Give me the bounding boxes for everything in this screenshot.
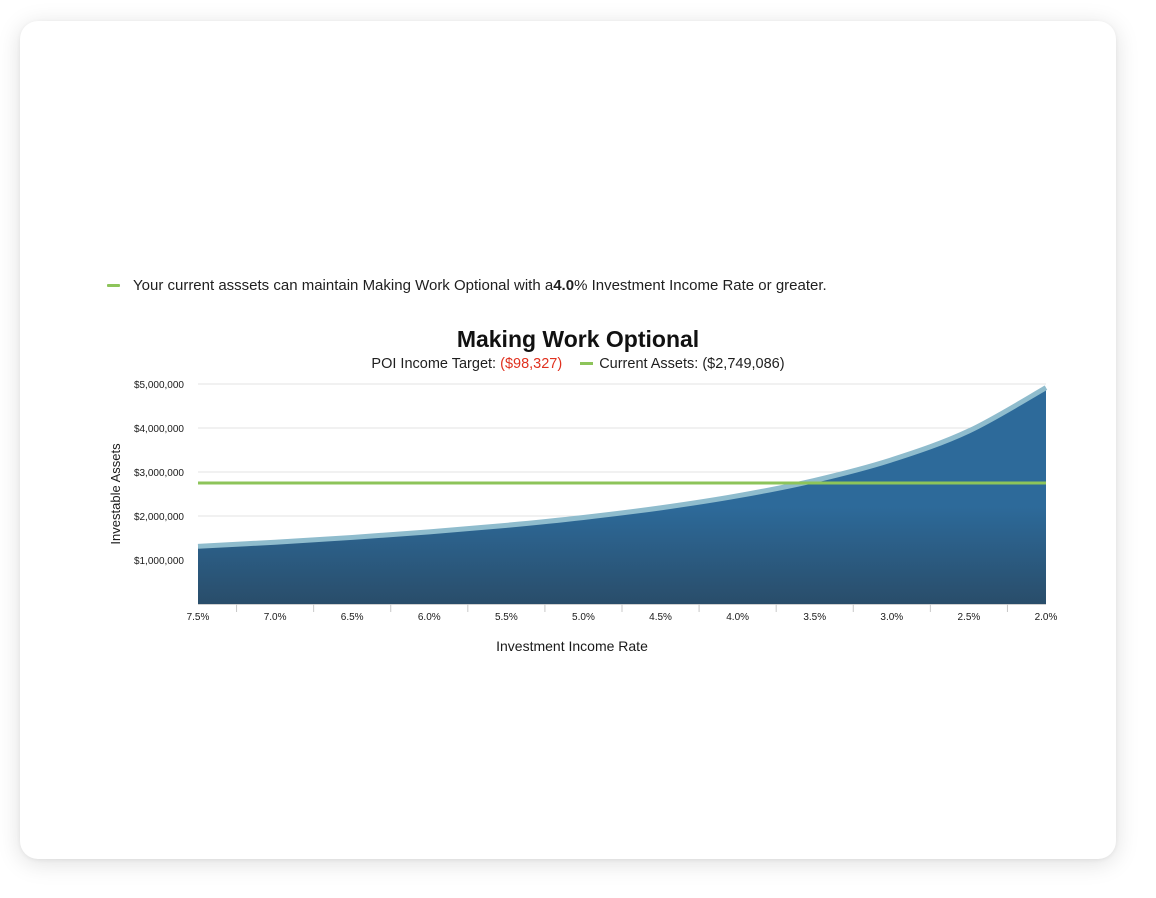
- x-tick-label: 3.0%: [880, 612, 903, 623]
- x-tick-label: 6.5%: [341, 612, 364, 623]
- x-tick-label: 5.5%: [495, 612, 518, 623]
- assets-note: Your current asssets can maintain Making…: [107, 277, 827, 294]
- chart-card: [20, 21, 1116, 859]
- assets-area: [198, 387, 1046, 604]
- x-tick-label: 5.0%: [572, 612, 595, 623]
- x-axis-label: Investment Income Rate: [496, 638, 648, 654]
- x-tick-label: 4.5%: [649, 612, 672, 623]
- y-tick-label: $4,000,000: [134, 424, 184, 435]
- chart-subtitle: POI Income Target: ($98,327) Current Asse…: [0, 356, 1156, 372]
- y-tick-label: $3,000,000: [134, 468, 184, 479]
- current-assets-legend-swatch: [107, 284, 120, 287]
- note-prefix: Your current asssets can maintain Making…: [133, 277, 554, 294]
- assets-area-edge: [197, 385, 1048, 549]
- poi-target-label: POI Income Target:: [371, 356, 501, 372]
- note-suffix: % Investment Income Rate or greater.: [574, 277, 827, 294]
- x-tick-label: 3.5%: [803, 612, 826, 623]
- x-tick-label: 7.0%: [264, 612, 287, 623]
- poi-target-value: ($98,327): [500, 356, 563, 372]
- y-tick-label: $5,000,000: [134, 380, 184, 391]
- x-tick-label: 7.5%: [187, 612, 210, 623]
- x-tick-label: 4.0%: [726, 612, 749, 623]
- y-tick-label: $2,000,000: [134, 512, 184, 523]
- current-assets-label: Current Assets: ($2,749,086): [599, 356, 785, 372]
- x-tick-label: 2.5%: [958, 612, 981, 623]
- x-tick-label: 2.0%: [1035, 612, 1058, 623]
- chart-title: Making Work Optional: [456, 326, 700, 352]
- note-rate: 4.0: [553, 277, 575, 294]
- y-tick-label: $1,000,000: [134, 556, 184, 567]
- current-assets-legend-line: [580, 361, 594, 365]
- y-axis-label: Investable Assets: [108, 443, 123, 545]
- x-tick-label: 6.0%: [418, 612, 441, 623]
